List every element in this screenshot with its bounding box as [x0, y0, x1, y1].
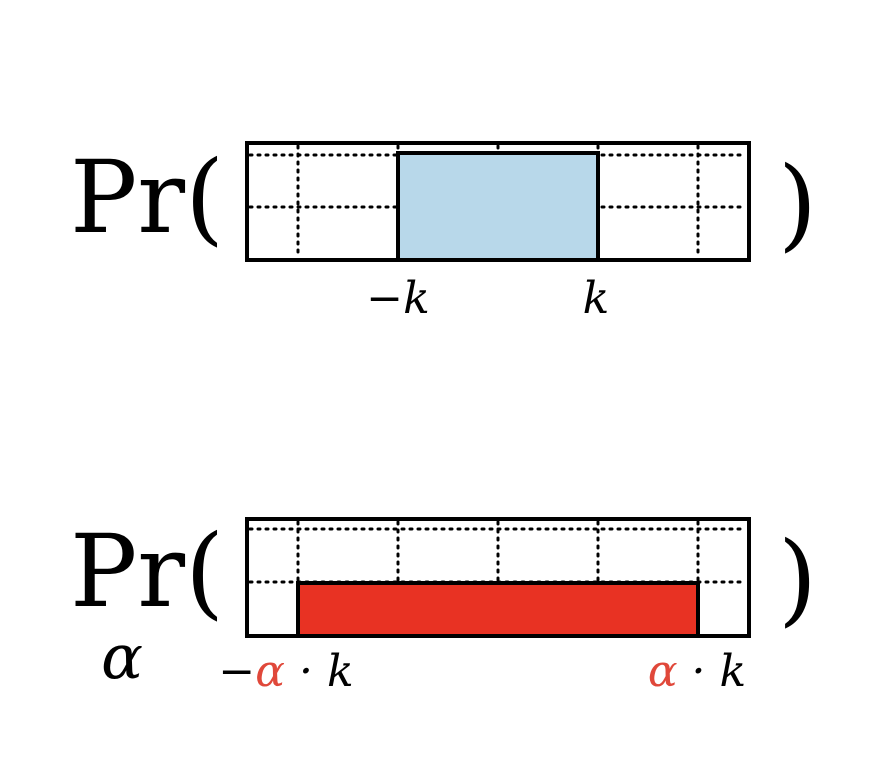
top-interval-fill: [396, 151, 600, 262]
top-label-k: k: [583, 273, 610, 324]
bottom-interval-fill: [296, 581, 700, 638]
bottom-label-alpha-k: α · k: [648, 646, 746, 697]
top-label-neg-k: −k: [366, 273, 430, 324]
top-panel: Pr( ) −k k: [70, 139, 817, 324]
bottom-label-right-rest: · k: [678, 646, 747, 697]
bottom-label-left-alpha: α: [255, 646, 285, 697]
bottom-pr-prefix: Pr(: [70, 513, 224, 630]
top-close-paren: ): [778, 145, 817, 262]
bottom-label-left-sign: −: [218, 646, 255, 697]
bottom-pr-subscript-alpha: α: [101, 620, 143, 693]
top-pr-prefix: Pr(: [70, 139, 224, 256]
bottom-label-neg-alpha-k: −α · k: [218, 646, 353, 697]
bottom-label-left-rest: · k: [285, 646, 354, 697]
bottom-panel: Pr( α ) −α · k α · k: [70, 513, 817, 697]
bottom-close-paren: ): [778, 520, 817, 637]
bottom-label-right-alpha: α: [648, 646, 678, 697]
